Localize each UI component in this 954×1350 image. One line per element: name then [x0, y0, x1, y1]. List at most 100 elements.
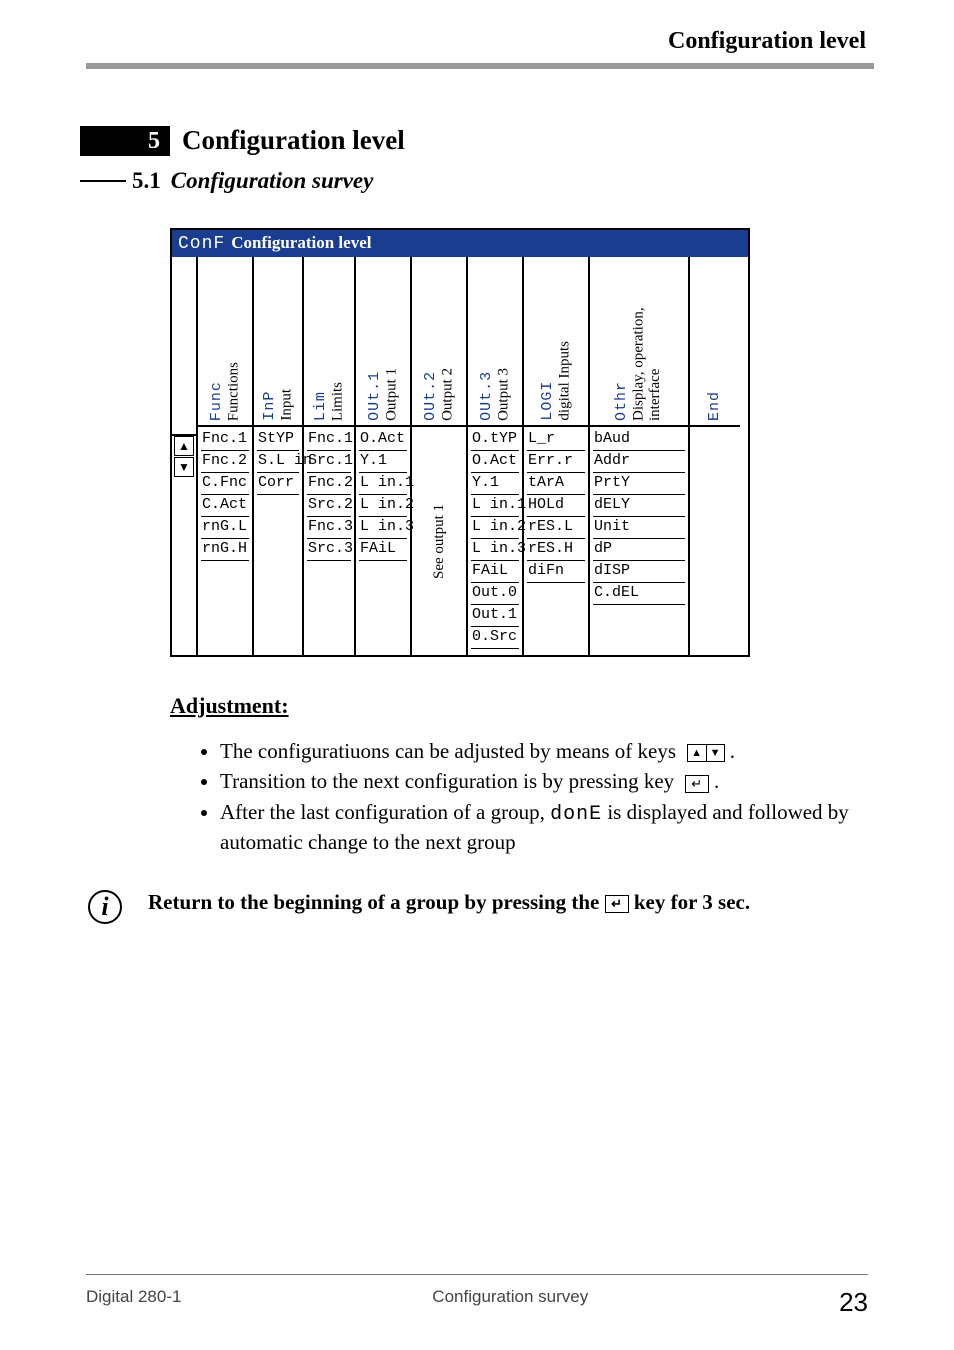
running-header: Configuration level [0, 10, 954, 63]
subsection-heading: 5.1 Configuration survey [80, 168, 866, 194]
colhead-seg: InP [261, 391, 278, 421]
adjustment-text: The configuratiuons can be adjusted by m… [220, 739, 676, 763]
colhead-label: Input [278, 389, 294, 421]
colhead-seg: OUt.2 [422, 371, 439, 421]
arrow-column: ▲ ▼ [172, 257, 198, 655]
cell: tArA [527, 473, 585, 495]
footer-page: 23 [839, 1287, 868, 1318]
info-icon: i [88, 890, 122, 924]
section-title: Configuration level [182, 125, 405, 156]
adjustment-item: After the last configuration of a group,… [220, 798, 866, 856]
up-arrow-icon: ▲ [174, 436, 194, 456]
cell: dP [593, 539, 685, 561]
subsection-number: 5.1 [132, 168, 161, 194]
cell: L in.2 [471, 517, 519, 539]
footer-left: Digital 280-1 [86, 1287, 181, 1318]
colhead-label: Limits [329, 382, 345, 421]
col-display-operation: OthrDisplay, operation, interface bAud A… [590, 257, 690, 655]
cell: L in.3 [471, 539, 519, 561]
colhead-label: Output 3 [495, 368, 511, 421]
cell: Src.1 [307, 451, 351, 473]
cell: Unit [593, 517, 685, 539]
cell: rnG.H [201, 539, 249, 561]
colhead-seg: Func [208, 381, 225, 421]
cell: S.L in [257, 451, 299, 473]
colhead-seg: Lim [312, 391, 329, 421]
page-footer: Digital 280-1 Configuration survey 23 [86, 1274, 868, 1318]
cell: L_r [527, 429, 585, 451]
cell: StYP [257, 429, 299, 451]
subsection-title: Configuration survey [171, 168, 374, 194]
done-seg: donE [550, 803, 602, 826]
section-heading: 5 Configuration level [80, 125, 866, 156]
grid-banner: ConF Configuration level [172, 230, 748, 257]
col-functions: FuncFunctions Fnc.1 Fnc.2 C.Fnc C.Act rn… [198, 257, 254, 655]
subsection-rule [80, 180, 126, 182]
info-note-text: Return to the beginning of a group by pr… [148, 890, 599, 914]
colhead-seg: OUt.1 [366, 371, 383, 421]
adjustment-list: The configuratiuons can be adjusted by m… [170, 737, 866, 856]
col-limits: LimLimits Fnc.1 Src.1 Fnc.2 Src.2 Fnc.3 … [304, 257, 356, 655]
cell: L in.1 [359, 473, 407, 495]
colhead-label: Output 2 [439, 368, 455, 421]
cell: Corr [257, 473, 299, 495]
adjustment-text: After the last configuration of a group, [220, 800, 545, 824]
cell: FAiL [359, 539, 407, 561]
cell: Fnc.1 [307, 429, 351, 451]
footer-center: Configuration survey [432, 1287, 588, 1318]
section-number: 5 [80, 126, 170, 156]
enter-key-icon: ↵ [605, 895, 629, 913]
adjustment-title: Adjustment: [170, 693, 866, 719]
cell: FAiL [471, 561, 519, 583]
cell: PrtY [593, 473, 685, 495]
colhead-label: Functions [225, 362, 241, 421]
cell: C.Fnc [201, 473, 249, 495]
adjustment-item: The configuratiuons can be adjusted by m… [220, 737, 866, 765]
col-output1: OUt.1Output 1 O.Act Y.1 L in.1 L in.2 L … [356, 257, 412, 655]
cell: rES.L [527, 517, 585, 539]
col-output3: OUt.3Output 3 O.tYP O.Act Y.1 L in.1 L i… [468, 257, 524, 655]
colhead-seg: LOGI [539, 381, 556, 421]
colhead-label: Output 1 [383, 368, 399, 421]
see-output1-label: See output 1 [431, 504, 448, 579]
col-end: End [690, 257, 740, 655]
down-arrow-icon: ▼ [174, 457, 194, 477]
cell: Addr [593, 451, 685, 473]
colhead-seg: OUt.3 [478, 371, 495, 421]
cell: L in.2 [359, 495, 407, 517]
adjustment-item: Transition to the next configuration is … [220, 767, 866, 795]
cell: dISP [593, 561, 685, 583]
grid-banner-seg: ConF [178, 234, 225, 254]
cell: Fnc.2 [307, 473, 351, 495]
colhead-seg: Othr [613, 381, 630, 421]
col-output2: OUt.2Output 2 See output 1 [412, 257, 468, 655]
cell: dELY [593, 495, 685, 517]
colhead-label: digital Inputs [556, 341, 572, 421]
cell: O.Act [471, 451, 519, 473]
cell: Fnc.2 [201, 451, 249, 473]
cell: bAud [593, 429, 685, 451]
cell: Fnc.3 [307, 517, 351, 539]
up-down-keys-icon: ▲▼ [687, 744, 725, 762]
cell: diFn [527, 561, 585, 583]
enter-key-icon: ↵ [685, 775, 709, 793]
cell: Y.1 [359, 451, 407, 473]
cell: Err.r [527, 451, 585, 473]
cell: rnG.L [201, 517, 249, 539]
cell: O.tYP [471, 429, 519, 451]
cell: Src.2 [307, 495, 351, 517]
cell: Out.1 [471, 605, 519, 627]
info-note-tail: key for 3 sec. [634, 890, 750, 914]
info-note: i Return to the beginning of a group by … [80, 890, 866, 924]
cell: Fnc.1 [201, 429, 249, 451]
cell: Y.1 [471, 473, 519, 495]
cell: O.Act [359, 429, 407, 451]
cell: C.dEL [593, 583, 685, 605]
colhead-label: Display, operation, interface [631, 307, 664, 421]
col-input: InPInput StYP S.L in Corr [254, 257, 304, 655]
col-digital-inputs: LOGIdigital Inputs L_r Err.r tArA HOLd r… [524, 257, 590, 655]
cell: Src.3 [307, 539, 351, 561]
configuration-grid: ConF Configuration level ▲ ▼ FuncFunctio… [170, 228, 750, 657]
adjustment-text: Transition to the next configuration is … [220, 769, 674, 793]
cell: HOLd [527, 495, 585, 517]
